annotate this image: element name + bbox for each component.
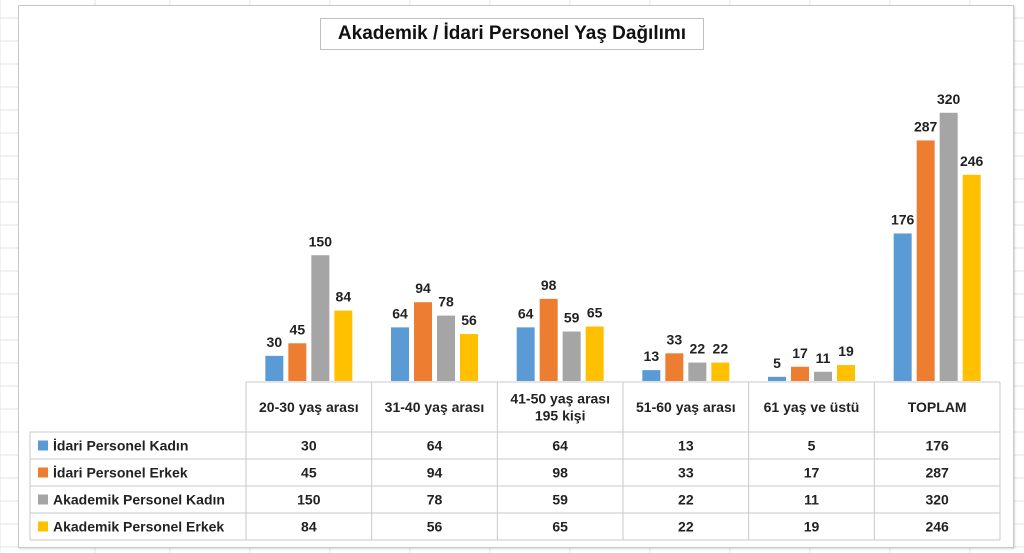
bar-4-3 — [837, 365, 855, 381]
data-label-2-0: 64 — [518, 305, 534, 321]
category-label-1: 31-40 yaş arası — [385, 399, 485, 415]
bar-4-0 — [768, 376, 786, 381]
data-label-3-2: 22 — [690, 341, 706, 357]
chart-title[interactable]: Akademik / İdari Personel Yaş Dağılımı — [320, 18, 704, 50]
data-label-3-0: 13 — [644, 348, 660, 364]
table-value-1-3: 33 — [678, 465, 694, 481]
table-value-0-4: 5 — [808, 438, 816, 454]
table-value-0-1: 64 — [427, 438, 443, 454]
bar-2-3 — [585, 326, 604, 381]
legend-label-0: İdari Personel Kadın — [53, 438, 188, 454]
table-value-0-0: 30 — [301, 438, 317, 454]
bar-1-0 — [391, 327, 409, 381]
data-label-5-0: 176 — [891, 211, 915, 227]
bar-1-2 — [437, 315, 455, 381]
legend-label-3: Akademik Personel Erkek — [53, 519, 224, 535]
bar-3-0 — [642, 370, 661, 381]
table-value-2-5: 320 — [925, 492, 949, 508]
data-label-2-1: 98 — [541, 277, 557, 293]
legend-swatch-0 — [38, 440, 48, 451]
bar-4-1 — [791, 366, 809, 381]
category-label-4: 61 yaş ve üstü — [764, 399, 860, 415]
bar-1-3 — [460, 334, 478, 381]
bar-4-2 — [814, 371, 832, 381]
data-label-4-2: 11 — [816, 350, 831, 366]
table-value-1-0: 45 — [301, 465, 317, 481]
data-label-3-3: 22 — [713, 341, 729, 357]
data-label-1-2: 78 — [438, 294, 454, 310]
table-value-2-1: 78 — [427, 492, 443, 508]
table-value-2-2: 59 — [552, 492, 568, 508]
table-value-2-3: 22 — [678, 492, 694, 508]
bar-5-0 — [893, 233, 912, 381]
data-label-5-1: 287 — [914, 118, 938, 134]
category-label-5: TOPLAM — [908, 399, 967, 415]
bar-0-3 — [334, 310, 353, 381]
table-value-2-0: 150 — [297, 492, 321, 508]
bar-5-1 — [916, 140, 935, 381]
table-value-2-4: 11 — [804, 492, 819, 508]
bar-2-2 — [562, 331, 581, 381]
data-label-2-3: 65 — [587, 305, 603, 321]
bar-3-1 — [665, 353, 684, 381]
bar-3-2 — [688, 362, 707, 381]
bar-3-3 — [711, 362, 730, 381]
legend-swatch-2 — [38, 494, 48, 505]
data-label-0-1: 45 — [290, 321, 306, 337]
category-label-2: 41-50 yaş arası 195 kişi — [510, 391, 610, 424]
table-value-0-2: 64 — [552, 438, 568, 454]
data-label-5-2: 320 — [937, 91, 961, 107]
bar-2-0 — [516, 327, 535, 381]
table-value-3-2: 65 — [552, 519, 568, 535]
table-value-0-5: 176 — [925, 438, 949, 454]
bar-5-3 — [962, 174, 981, 381]
category-label-3: 51-60 yaş arası — [636, 399, 736, 415]
bar-0-0 — [265, 355, 284, 381]
bar-0-2 — [311, 255, 330, 381]
bar-2-1 — [539, 298, 558, 381]
table-value-3-3: 22 — [678, 519, 694, 535]
legend-swatch-3 — [38, 521, 48, 532]
legend-label-1: İdari Personel Erkek — [53, 465, 188, 481]
bar-1-1 — [414, 302, 432, 381]
bar-5-2 — [939, 112, 958, 381]
category-label-0: 20-30 yaş arası — [259, 399, 359, 415]
data-label-2-2: 59 — [564, 310, 580, 326]
data-label-4-3: 19 — [838, 343, 854, 359]
legend-label-2: Akademik Personel Kadın — [53, 492, 225, 508]
data-label-5-3: 246 — [960, 153, 984, 169]
table-value-3-0: 84 — [301, 519, 317, 535]
table-value-1-4: 17 — [804, 465, 820, 481]
bar-0-1 — [288, 343, 307, 381]
data-label-0-2: 150 — [309, 233, 333, 249]
table-value-1-2: 98 — [552, 465, 568, 481]
table-value-1-5: 287 — [925, 465, 949, 481]
data-label-0-3: 84 — [336, 289, 352, 305]
chart-area[interactable] — [18, 5, 1014, 548]
data-label-1-0: 64 — [392, 305, 408, 321]
data-label-0-0: 30 — [267, 334, 283, 350]
table-value-3-5: 246 — [925, 519, 949, 535]
table-value-3-4: 19 — [804, 519, 820, 535]
data-label-3-1: 33 — [667, 331, 683, 347]
table-value-1-1: 94 — [427, 465, 443, 481]
data-label-4-0: 5 — [773, 355, 781, 371]
table-value-3-1: 56 — [427, 519, 443, 535]
data-label-1-3: 56 — [461, 312, 477, 328]
table-value-0-3: 13 — [678, 438, 694, 454]
legend-swatch-1 — [38, 467, 48, 478]
data-label-1-1: 94 — [415, 280, 431, 296]
data-label-4-1: 17 — [792, 345, 808, 361]
